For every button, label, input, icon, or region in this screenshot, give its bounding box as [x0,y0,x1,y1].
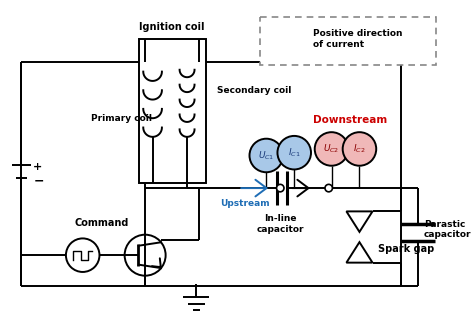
Text: Positive direction
of current: Positive direction of current [313,29,402,49]
Text: Ignition coil: Ignition coil [139,21,205,31]
Text: $U_{C2}$: $U_{C2}$ [323,143,340,155]
Text: Upstream: Upstream [220,199,270,208]
Circle shape [325,184,332,192]
Circle shape [315,132,348,166]
Text: Downstream: Downstream [313,115,387,125]
Circle shape [343,132,376,166]
Text: Secondary coil: Secondary coil [217,86,291,95]
Text: Parastic
capacitor: Parastic capacitor [424,220,471,239]
Text: Spark gap: Spark gap [378,244,434,254]
Text: $I_{C1}$: $I_{C1}$ [288,146,301,159]
Text: In-line
capacitor: In-line capacitor [256,214,304,234]
Polygon shape [346,242,373,263]
Text: $U_{C1}$: $U_{C1}$ [258,149,274,162]
Text: Command: Command [74,218,128,228]
Circle shape [276,184,284,192]
Circle shape [249,139,283,172]
Text: −: − [33,174,44,187]
Circle shape [277,136,311,169]
Polygon shape [346,211,373,232]
Text: $I_{C2}$: $I_{C2}$ [353,143,365,155]
Text: Primary coil: Primary coil [91,114,152,123]
Text: +: + [33,162,43,172]
Bar [138,39,206,183]
FancyBboxPatch shape [260,17,436,65]
